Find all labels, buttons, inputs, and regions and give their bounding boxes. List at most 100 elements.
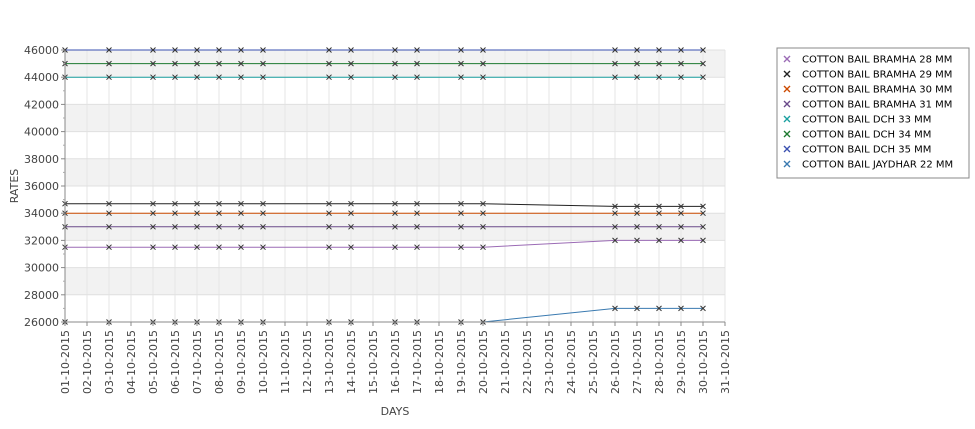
data-point	[634, 305, 640, 312]
x-tick-label: 13-10-2015	[323, 330, 336, 394]
data-point	[172, 74, 178, 81]
data-point	[194, 210, 200, 217]
x-tick-label: 17-10-2015	[411, 330, 424, 394]
data-point	[172, 223, 178, 230]
x-tick-label: 26-10-2015	[609, 330, 622, 394]
y-axis-title: RATES	[8, 169, 21, 204]
data-point	[326, 223, 332, 230]
data-point	[612, 305, 618, 312]
legend-marker	[783, 100, 791, 108]
data-point	[238, 74, 244, 81]
data-point	[634, 223, 640, 230]
x-tick-label: 28-10-2015	[653, 330, 666, 394]
legend-item: COTTON BAIL DCH 35 MM	[783, 145, 931, 156]
data-point	[634, 74, 640, 81]
data-point	[480, 60, 486, 67]
data-point	[172, 244, 178, 251]
y-tick-label: 26000	[24, 316, 59, 329]
data-point	[260, 223, 266, 230]
legend: COTTON BAIL BRAMHA 28 MM COTTON BAIL BRAM…	[776, 47, 970, 179]
data-point	[480, 244, 486, 251]
data-point	[326, 60, 332, 67]
x-tick-label: 04-10-2015	[125, 330, 138, 394]
data-point	[656, 203, 662, 210]
data-point	[458, 200, 464, 207]
y-tick-label: 30000	[24, 262, 59, 275]
data-point	[392, 60, 398, 67]
data-point	[260, 200, 266, 207]
data-point	[656, 237, 662, 244]
data-point	[700, 210, 706, 217]
legend-marker	[783, 85, 791, 93]
data-point	[238, 223, 244, 230]
data-point	[106, 74, 112, 81]
data-point	[678, 237, 684, 244]
data-point	[238, 47, 244, 53]
y-tick-label: 32000	[24, 234, 59, 247]
x-tick-label: 23-10-2015	[543, 330, 556, 394]
data-point	[150, 210, 156, 217]
data-point	[656, 223, 662, 230]
data-point	[700, 203, 706, 210]
data-point	[348, 47, 354, 53]
data-point	[216, 244, 222, 251]
legend-marker	[783, 145, 791, 153]
data-point	[414, 74, 420, 81]
legend-label: COTTON BAIL BRAMHA 31 MM	[802, 100, 952, 111]
data-point	[700, 305, 706, 312]
data-point	[106, 200, 112, 207]
x-tick-label: 08-10-2015	[213, 330, 226, 394]
data-point	[194, 244, 200, 251]
legend-label: COTTON BAIL BRAMHA 28 MM	[802, 55, 952, 66]
data-point	[656, 60, 662, 67]
data-point	[392, 200, 398, 207]
data-point	[678, 305, 684, 312]
x-tick-label: 03-10-2015	[103, 330, 116, 394]
y-tick-label: 44000	[24, 71, 59, 84]
data-point	[238, 244, 244, 251]
legend-label: COTTON BAIL BRAMHA 29 MM	[802, 70, 952, 81]
series-markers	[62, 47, 706, 325]
legend-item: COTTON BAIL BRAMHA 30 MM	[783, 85, 952, 96]
data-point	[150, 60, 156, 67]
legend-marker	[783, 160, 791, 168]
data-point	[414, 60, 420, 67]
y-tick-label: 34000	[24, 207, 59, 220]
data-point	[172, 60, 178, 67]
data-point	[414, 223, 420, 230]
x-tick-label: 18-10-2015	[433, 330, 446, 394]
legend-marker	[783, 70, 791, 78]
data-point	[612, 47, 618, 53]
x-tick-label: 21-10-2015	[499, 330, 512, 394]
x-axis-ticks: 01-10-2015 02-10-2015 03-10-2015 04-10-2015…	[59, 322, 732, 394]
x-tick-label: 12-10-2015	[301, 330, 314, 394]
x-tick-label: 22-10-2015	[521, 330, 534, 394]
data-point	[700, 223, 706, 230]
data-point	[700, 237, 706, 244]
x-tick-label: 06-10-2015	[169, 330, 182, 394]
legend-label: COTTON BAIL DCH 35 MM	[802, 145, 931, 156]
y-tick-label: 36000	[24, 180, 59, 193]
data-point	[678, 210, 684, 217]
legend-label: COTTON BAIL DCH 33 MM	[802, 115, 931, 126]
y-tick-label: 42000	[24, 98, 59, 111]
legend-item: COTTON BAIL BRAMHA 28 MM	[783, 55, 952, 66]
legend-label: COTTON BAIL JAYDHAR 22 MM	[802, 160, 953, 171]
data-point	[194, 60, 200, 67]
data-point	[414, 200, 420, 207]
data-point	[612, 74, 618, 81]
data-point	[260, 60, 266, 67]
data-point	[656, 210, 662, 217]
legend-marker	[783, 115, 791, 123]
data-point	[392, 223, 398, 230]
data-point	[656, 74, 662, 81]
x-tick-label: 11-10-2015	[279, 330, 292, 394]
data-point	[106, 47, 112, 53]
data-point	[700, 60, 706, 67]
x-tick-label: 15-10-2015	[367, 330, 380, 394]
y-tick-label: 38000	[24, 153, 59, 166]
data-point	[634, 203, 640, 210]
data-point	[238, 60, 244, 67]
legend-item: COTTON BAIL JAYDHAR 22 MM	[783, 160, 953, 171]
data-point	[480, 223, 486, 230]
